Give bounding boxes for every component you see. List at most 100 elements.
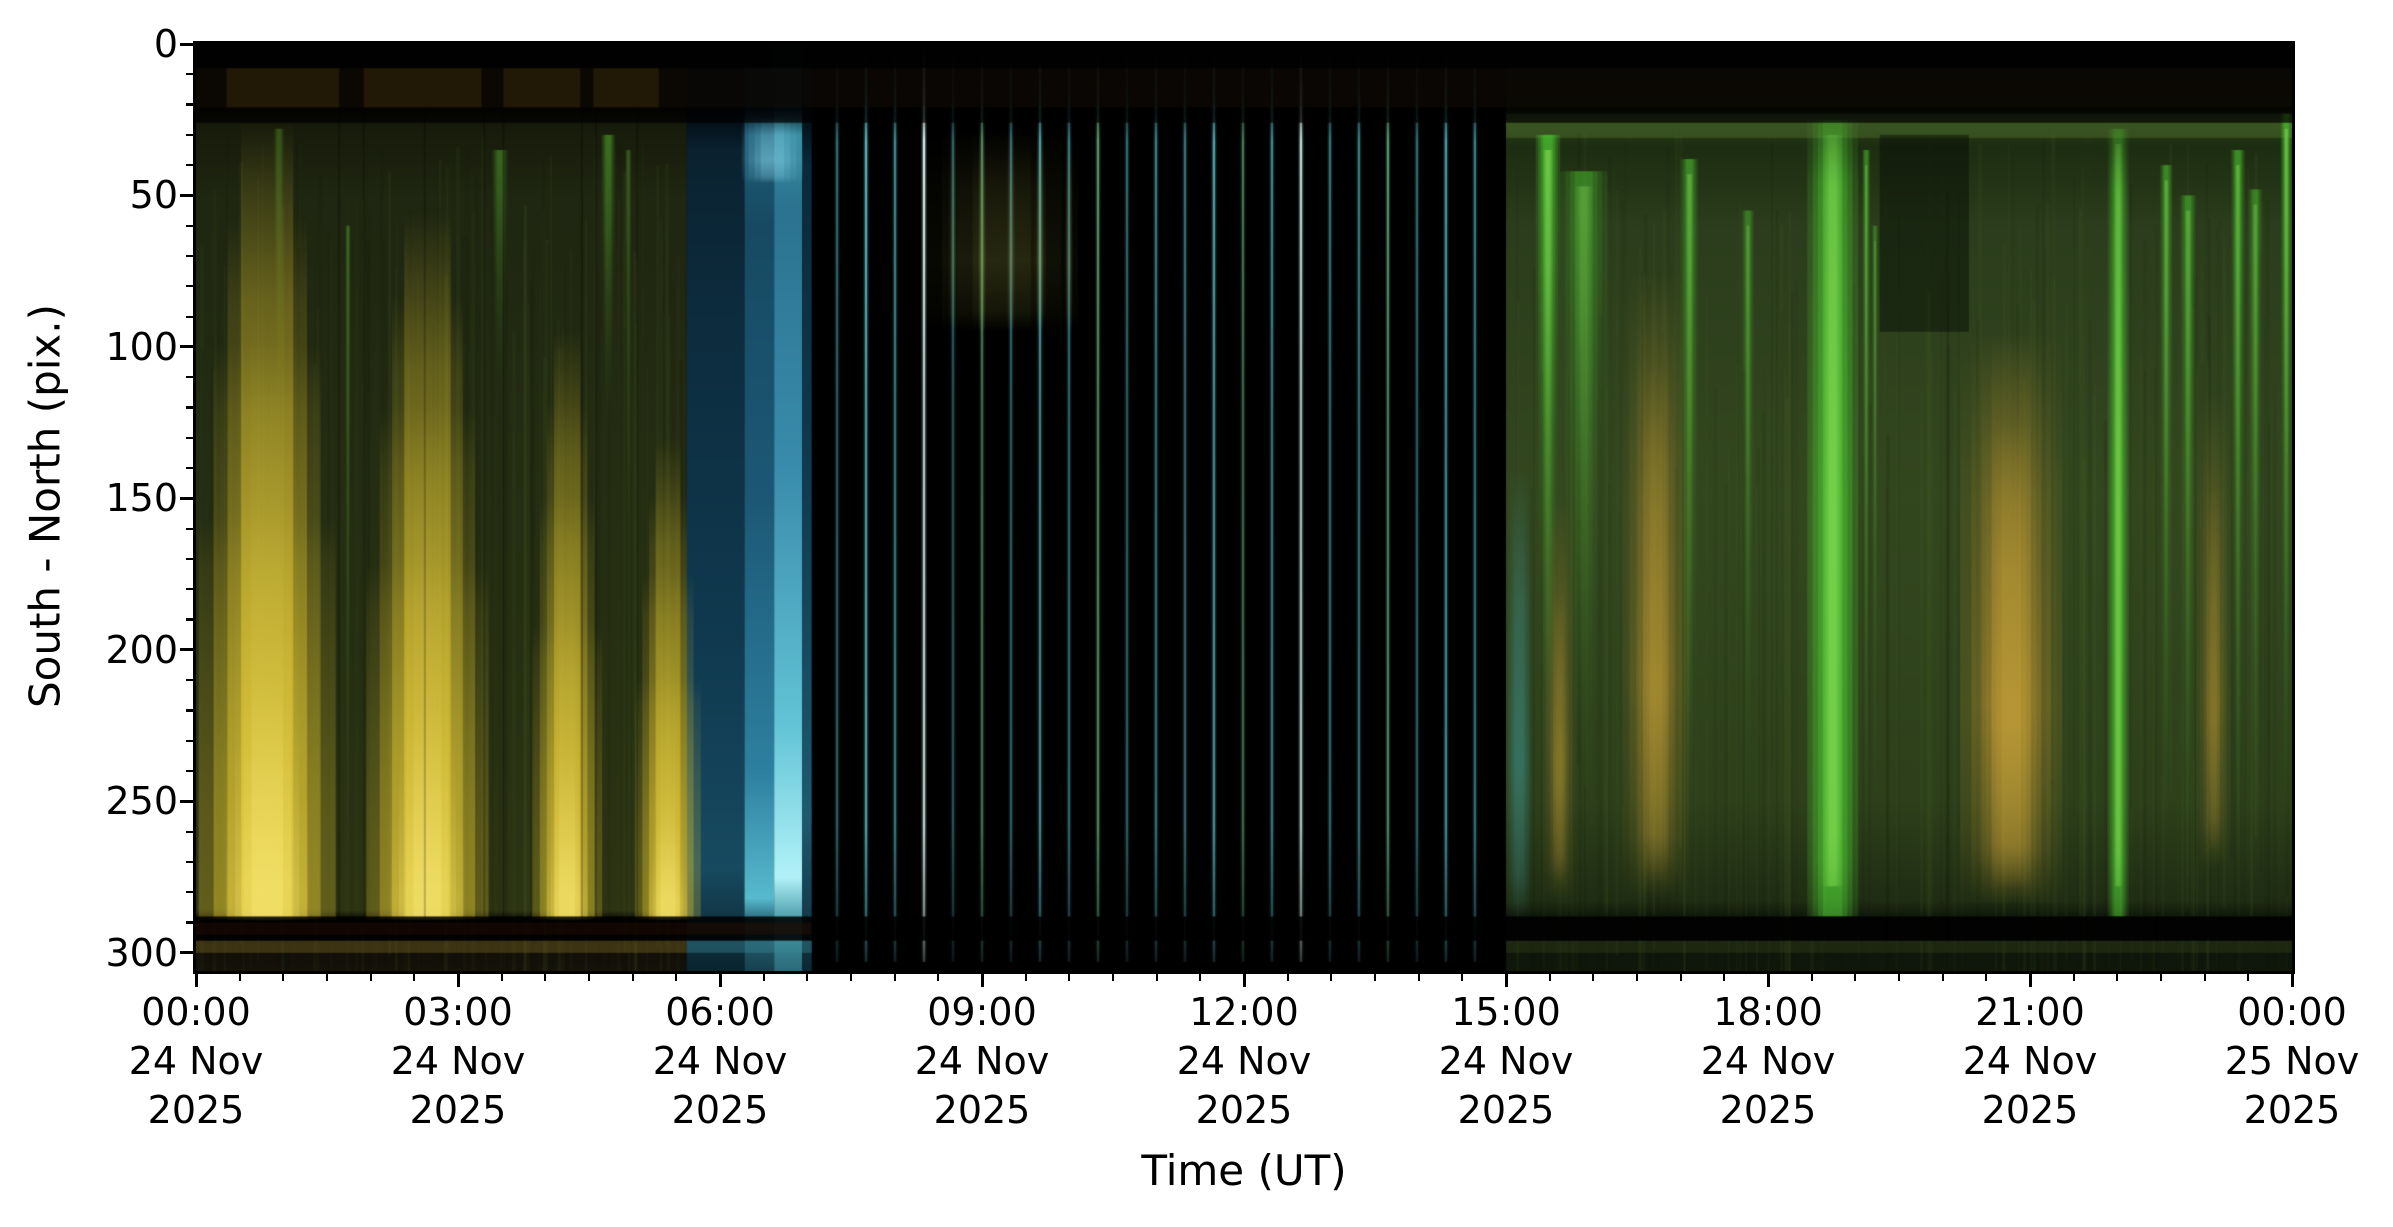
x-minor-tick [937,974,940,981]
x-minor-tick [1854,974,1857,981]
x-minor-tick [587,974,591,981]
x-minor-tick [631,974,634,981]
x-minor-tick [1897,974,1901,981]
x-minor-tick [1723,974,1726,981]
y-minor-tick [186,588,193,591]
x-major-tick [194,974,198,987]
x-major-tick [1766,974,1770,987]
y-minor-tick [186,921,193,924]
y-axis-label: South - North (pix.) [20,303,70,709]
y-major-tick [180,42,193,46]
y-minor-tick [186,709,193,712]
x-axis-label: Time (UT) [1141,1146,1347,1195]
x-minor-tick [1111,974,1115,981]
y-major-tick [180,193,193,197]
y-minor-tick [186,285,193,288]
x-minor-tick [2072,974,2075,981]
y-minor-tick [186,467,193,470]
x-minor-tick [675,974,678,981]
x-minor-tick [544,974,547,981]
x-minor-tick [1985,974,1988,981]
x-major-tick [980,974,984,987]
y-minor-tick [186,254,193,258]
x-minor-tick [1461,974,1464,981]
x-major-tick [2028,974,2032,987]
y-minor-tick [186,436,193,439]
x-tick-label: 15:00 24 Nov 2025 [1438,990,1574,1132]
x-minor-tick [1330,974,1333,981]
y-major-tick [180,951,193,955]
x-minor-tick [1679,974,1682,981]
y-tick-label: 300 [105,930,178,975]
x-minor-tick [1286,974,1289,981]
x-minor-tick [1941,974,1944,981]
y-minor-tick [186,891,193,894]
x-minor-tick [1548,974,1551,981]
x-minor-tick [500,974,503,981]
y-minor-tick [186,679,193,682]
x-minor-tick [2159,974,2163,981]
x-minor-tick [1068,974,1071,981]
x-major-tick [718,974,722,987]
y-minor-tick [186,527,193,530]
x-tick-label: 18:00 24 Nov 2025 [1700,990,1836,1132]
y-major-tick [180,496,193,500]
x-tick-label: 06:00 24 Nov 2025 [652,990,788,1132]
x-minor-tick [1810,974,1813,981]
y-minor-tick [186,860,193,864]
x-minor-tick [2203,974,2206,981]
x-minor-tick [238,974,241,981]
y-major-tick [180,648,193,652]
x-minor-tick [369,974,372,981]
y-minor-tick [186,618,193,621]
x-major-tick [2290,974,2294,987]
y-major-tick [180,799,193,803]
x-tick-label: 00:00 25 Nov 2025 [2224,990,2360,1132]
x-major-tick [1504,974,1508,987]
x-major-tick [1242,974,1246,987]
x-minor-tick [762,974,765,981]
y-minor-tick [186,830,193,833]
y-minor-tick [186,73,193,76]
x-tick-label: 00:00 24 Nov 2025 [128,990,264,1132]
y-tick-label: 50 [129,173,178,218]
x-minor-tick [2247,974,2250,981]
y-minor-tick [186,376,193,379]
x-tick-label: 09:00 24 Nov 2025 [914,990,1050,1132]
y-tick-label: 200 [105,627,178,672]
x-minor-tick [2116,974,2119,981]
y-tick-label: 100 [105,324,178,369]
y-minor-tick [186,164,193,167]
y-minor-tick [186,769,193,773]
y-tick-label: 150 [105,476,178,521]
keogram-image [196,44,2292,971]
y-minor-tick [186,224,193,227]
x-tick-label: 03:00 24 Nov 2025 [390,990,526,1132]
x-minor-tick [806,974,809,981]
y-minor-tick [186,103,193,106]
y-minor-tick [186,133,193,136]
x-minor-tick [1024,974,1027,981]
x-minor-tick [282,974,285,981]
y-minor-tick [186,557,193,561]
y-minor-tick [186,739,193,742]
x-minor-tick [1199,974,1202,981]
y-major-tick [180,345,193,349]
x-minor-tick [413,974,416,981]
x-minor-tick [849,974,853,981]
y-tick-label: 250 [105,779,178,824]
x-minor-tick [1155,974,1158,981]
x-minor-tick [1417,974,1420,981]
x-minor-tick [1373,974,1377,981]
y-minor-tick [186,406,193,409]
x-minor-tick [1592,974,1595,981]
x-minor-tick [893,974,896,981]
y-tick-label: 0 [153,22,178,66]
x-tick-label: 12:00 24 Nov 2025 [1176,990,1312,1132]
x-minor-tick [1635,974,1639,981]
keogram-plot [193,41,2295,974]
x-major-tick [456,974,460,987]
x-tick-label: 21:00 24 Nov 2025 [1962,990,2098,1132]
x-minor-tick [325,974,329,981]
